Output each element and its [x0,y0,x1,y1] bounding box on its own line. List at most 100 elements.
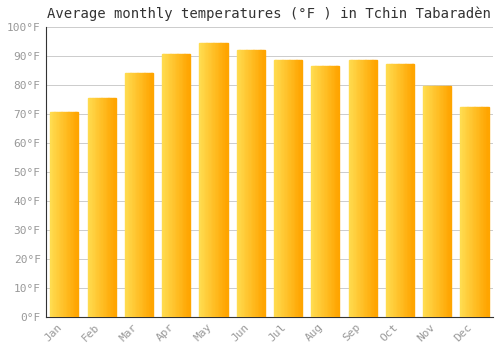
Bar [142,73,143,317]
Bar [77,112,78,317]
Bar [326,66,328,317]
Bar [470,106,472,317]
Bar [254,50,255,317]
Bar [222,43,224,317]
Bar [205,43,206,317]
Bar [446,86,447,317]
Bar [360,60,362,317]
Bar [139,73,140,317]
Bar [352,60,353,317]
Bar [262,50,264,317]
Bar [312,66,313,317]
Bar [90,98,92,317]
Bar [480,106,482,317]
Bar [398,64,400,317]
Title: Average monthly temperatures (°F ) in Tchin Tabaradèn: Average monthly temperatures (°F ) in Tc… [48,7,491,21]
Bar [128,73,129,317]
Bar [370,60,371,317]
Bar [202,43,204,317]
Bar [138,73,139,317]
Bar [402,64,404,317]
Bar [437,86,438,317]
Bar [134,73,136,317]
Bar [93,98,94,317]
Bar [64,112,66,317]
Bar [330,66,331,317]
Bar [164,54,165,317]
Bar [100,98,102,317]
Bar [256,50,258,317]
Bar [478,106,480,317]
Bar [428,86,429,317]
Bar [468,106,469,317]
Bar [462,106,464,317]
Bar [282,60,284,317]
Bar [361,60,362,317]
Bar [182,54,184,317]
Bar [263,50,265,317]
Bar [336,66,338,317]
Bar [63,112,64,317]
Bar [290,60,292,317]
Bar [208,43,210,317]
Bar [442,86,443,317]
Bar [286,60,288,317]
Bar [400,64,402,317]
Bar [143,73,144,317]
Bar [183,54,184,317]
Bar [148,73,150,317]
Bar [374,60,376,317]
Bar [411,64,412,317]
Bar [103,98,104,317]
Bar [407,64,408,317]
Bar [424,86,426,317]
Bar [406,64,407,317]
Bar [255,50,256,317]
Bar [388,64,390,317]
Bar [136,73,138,317]
Bar [440,86,442,317]
Bar [147,73,149,317]
Bar [442,86,444,317]
Bar [460,106,462,317]
Bar [348,60,350,317]
Bar [328,66,330,317]
Bar [174,54,175,317]
Bar [396,64,397,317]
Bar [284,60,286,317]
Bar [350,60,352,317]
Bar [368,60,370,317]
Bar [472,106,473,317]
Bar [180,54,182,317]
Bar [331,66,332,317]
Bar [487,106,488,317]
Bar [469,106,470,317]
Bar [67,112,68,317]
Bar [166,54,168,317]
Bar [60,112,62,317]
Bar [209,43,211,317]
Bar [477,106,479,317]
Bar [464,106,466,317]
Bar [152,73,153,317]
Bar [292,60,294,317]
Bar [436,86,438,317]
Bar [371,60,372,317]
Bar [223,43,224,317]
Bar [204,43,205,317]
Bar [212,43,214,317]
Bar [214,43,215,317]
Bar [184,54,186,317]
Bar [298,60,300,317]
Bar [236,50,238,317]
Bar [248,50,250,317]
Bar [375,60,376,317]
Bar [200,43,201,317]
Bar [295,60,296,317]
Bar [476,106,478,317]
Bar [438,86,440,317]
Bar [98,98,100,317]
Bar [125,73,126,317]
Bar [172,54,174,317]
Bar [290,60,291,317]
